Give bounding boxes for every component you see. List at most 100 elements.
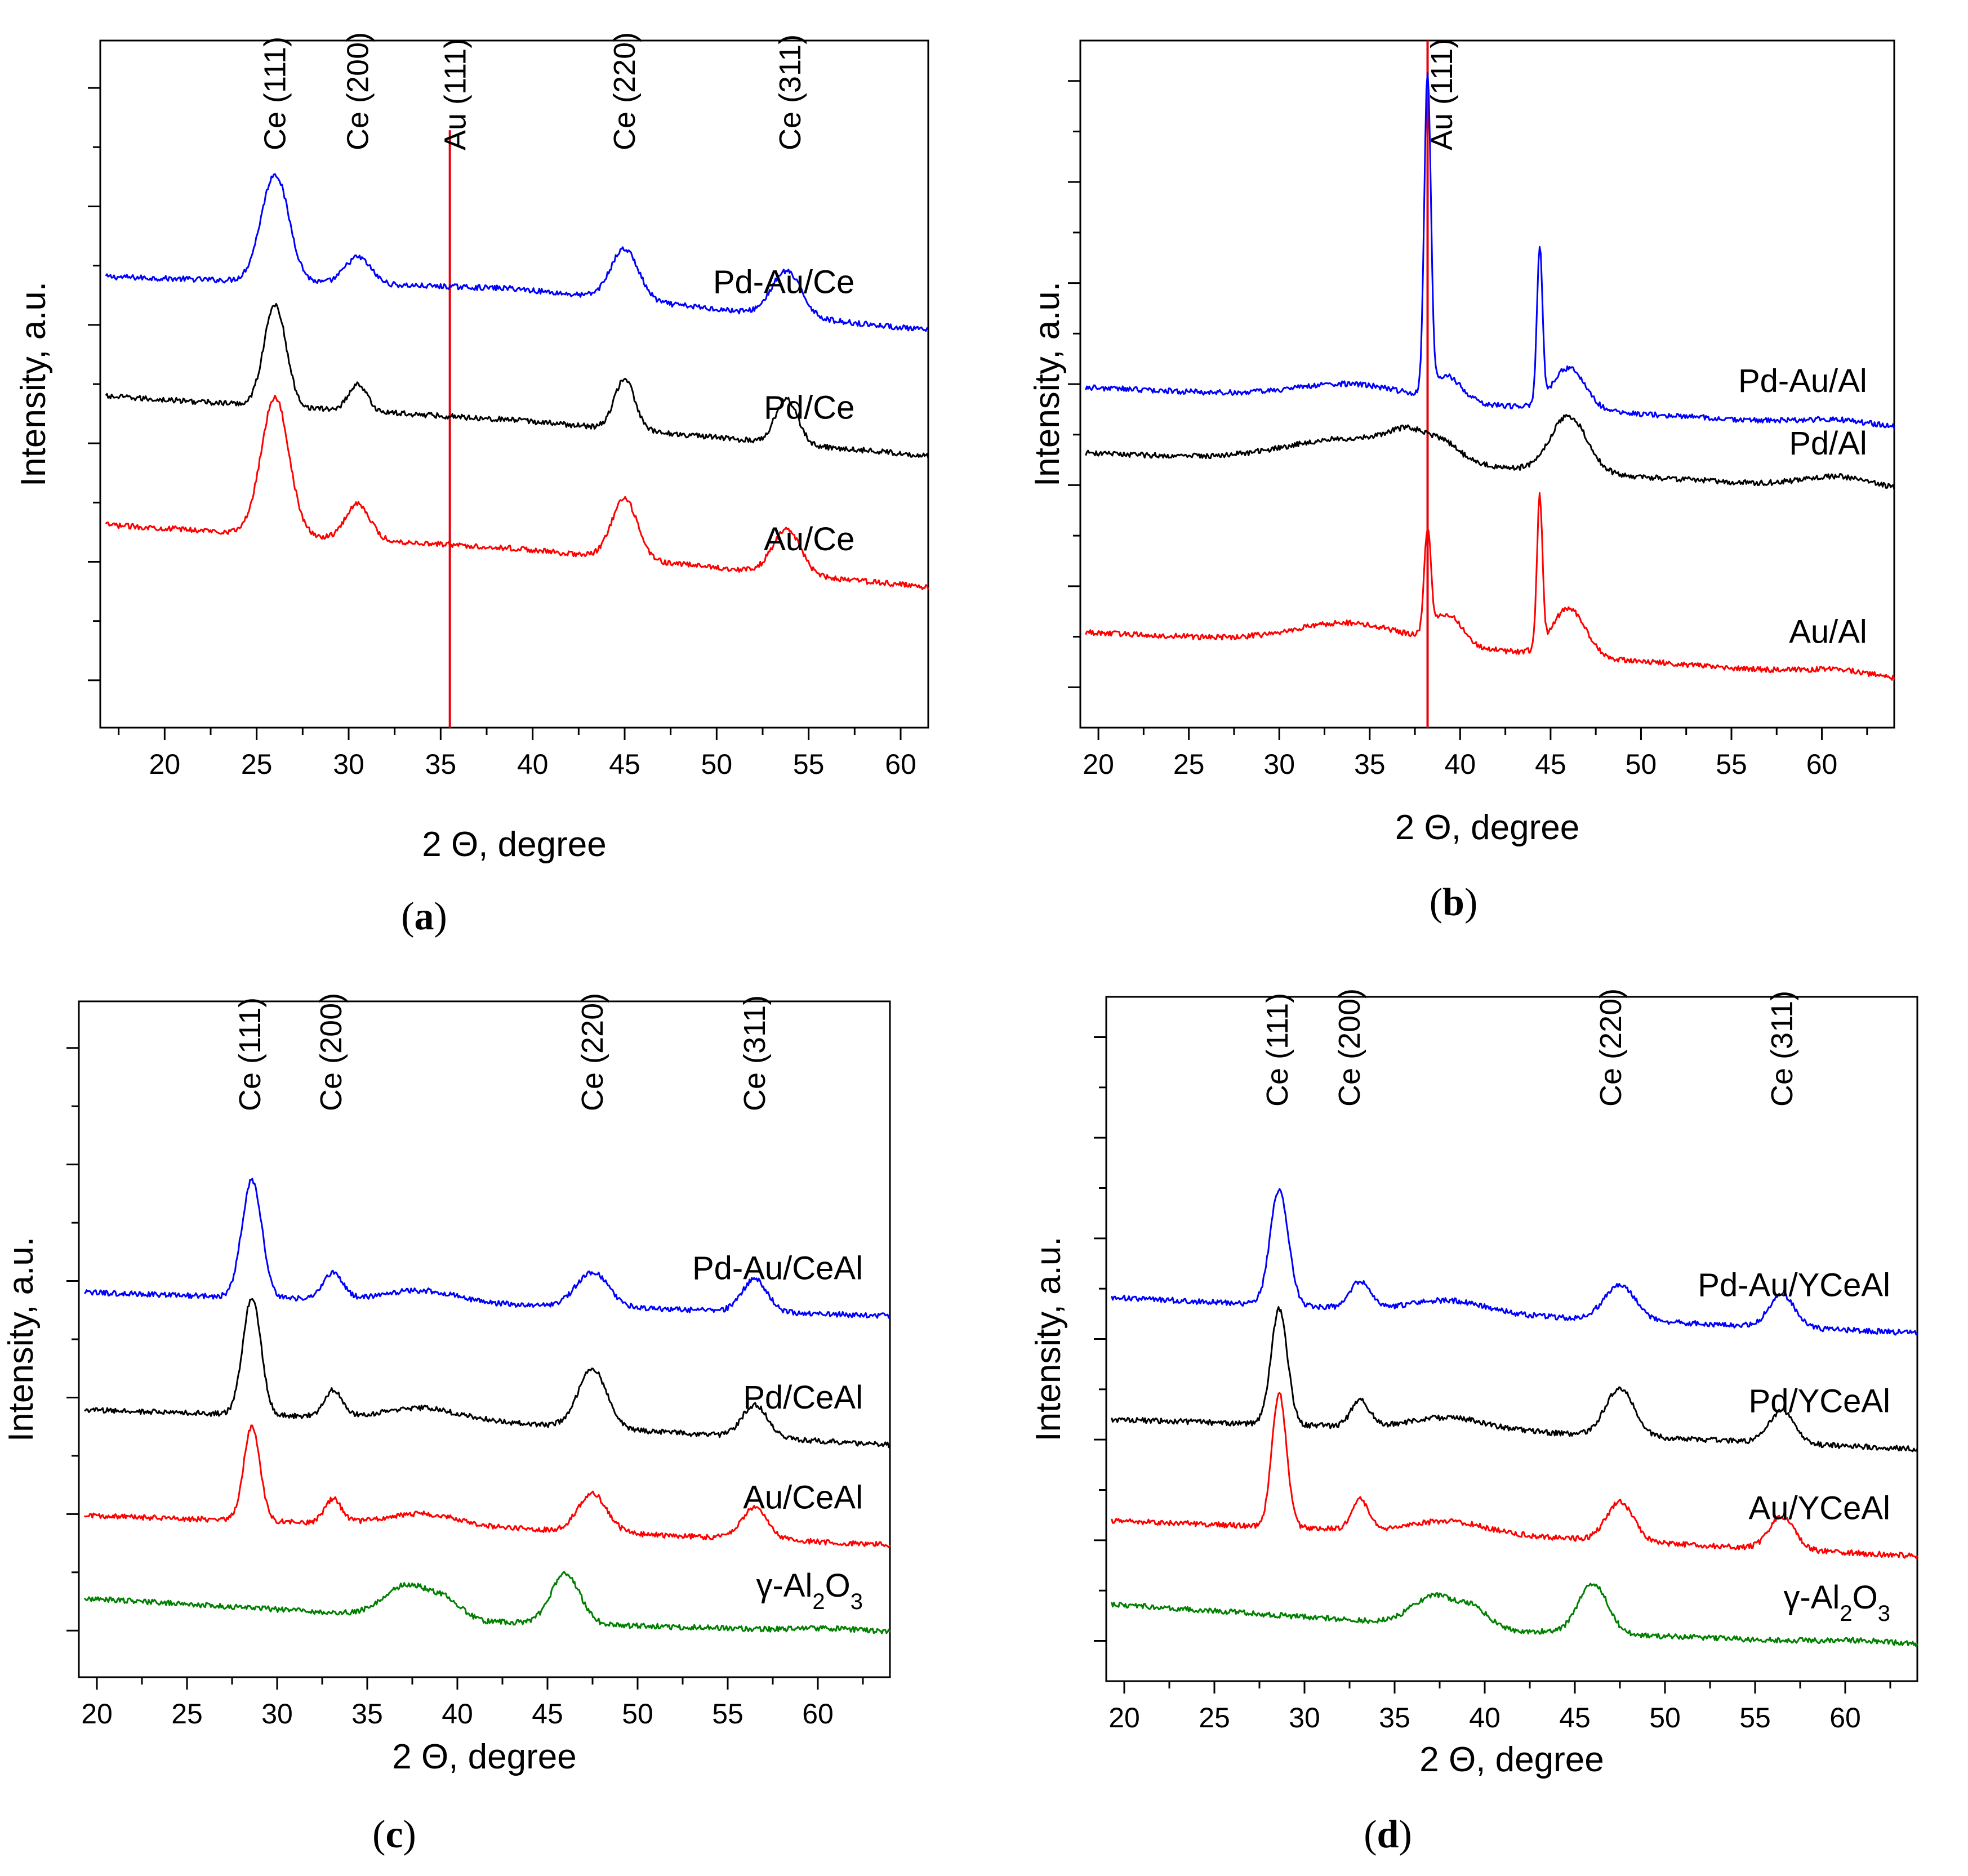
series-label: γ-Al2O3 (756, 1567, 863, 1614)
x-tick-label: 60 (1829, 1702, 1861, 1734)
series-line (1111, 1392, 1918, 1559)
x-tick-label: 20 (81, 1698, 113, 1730)
series-label: Au/YCeAl (1749, 1490, 1890, 1527)
x-tick-label: 60 (885, 748, 916, 780)
series-label: Pd/YCeAl (1749, 1383, 1890, 1419)
x-axis-label: 2 Θ, degree (392, 1737, 576, 1776)
x-axis: 20 25 30 35 40 45 50 55 60 (118, 728, 916, 780)
panel-caption: (d) (1364, 1813, 1412, 1856)
x-tick-label: 55 (712, 1698, 743, 1730)
x-tick-label: 50 (1626, 748, 1657, 780)
series-label: Pd/CeAl (743, 1379, 863, 1416)
series-line (84, 1298, 891, 1449)
y-axis-label: Intensity, a.u. (1029, 1236, 1068, 1441)
x-tick-label: 25 (1199, 1702, 1230, 1734)
x-tick-label: 45 (1535, 748, 1566, 780)
peak-label: Ce (200) (341, 32, 375, 150)
peak-label: Ce (220) (576, 993, 609, 1111)
series-line (84, 1178, 891, 1319)
series-label: Au/CeAl (743, 1480, 863, 1516)
x-tick-label: 60 (802, 1698, 834, 1730)
series-label: Pd/Ce (764, 390, 854, 426)
series-line (83, 1424, 891, 1549)
x-axis: 20 25 30 35 40 45 50 55 60 (1108, 1681, 1891, 1734)
series-label: Pd/Al (1789, 425, 1867, 462)
y-axis (66, 1047, 79, 1632)
x-tick-label: 20 (1108, 1702, 1140, 1734)
x-tick-label: 35 (1354, 748, 1386, 780)
peak-label: Ce (111) (258, 37, 292, 150)
x-tick-label: 30 (1263, 748, 1295, 780)
peak-label: Ce (111) (1261, 993, 1294, 1107)
x-tick-label: 45 (532, 1698, 563, 1730)
peak-label: Au (111) (438, 38, 472, 150)
x-tick-label: 55 (1716, 748, 1747, 780)
x-tick-label: 35 (425, 748, 457, 780)
peak-label: Ce (220) (1594, 988, 1628, 1107)
x-tick-label: 20 (149, 748, 181, 780)
x-tick-label: 30 (1289, 1702, 1320, 1734)
peak-label: Au (111) (1425, 38, 1459, 150)
peak-label: Ce (311) (1765, 991, 1799, 1107)
x-tick-label: 20 (1083, 748, 1114, 780)
panel-caption: (c) (372, 1813, 416, 1856)
series-line (1111, 1583, 1918, 1648)
x-tick-label: 25 (171, 1698, 203, 1730)
series-label: Pd-Au/CeAl (692, 1250, 863, 1287)
series-label: Pd-Au/Ce (713, 264, 854, 301)
series-line (1085, 492, 1895, 681)
x-tick-label: 45 (609, 748, 640, 780)
x-tick-label: 40 (442, 1698, 473, 1730)
series-line (1111, 1306, 1918, 1452)
x-tick-label: 60 (1806, 748, 1838, 780)
series-line (83, 1571, 891, 1634)
series-label: γ-Al2O3 (1783, 1579, 1890, 1626)
series-label: Pd-Au/YCeAl (1698, 1267, 1890, 1303)
y-axis-label: Intensity, a.u. (1028, 282, 1067, 487)
series-line (1085, 414, 1895, 490)
x-tick-label: 35 (1379, 1702, 1410, 1734)
chart-panel-c: 20 25 30 35 40 45 50 55 60 2 Θ, degree Intensity, … (2, 993, 891, 1856)
y-axis (1068, 80, 1080, 688)
x-tick-label: 30 (333, 748, 364, 780)
x-axis-label: 2 Θ, degree (1395, 808, 1579, 847)
x-tick-label: 30 (261, 1698, 293, 1730)
x-axis-label: 2 Θ, degree (422, 825, 606, 864)
peak-label: Ce (311) (738, 995, 772, 1111)
peak-label: Ce (200) (1333, 988, 1366, 1107)
series-line (105, 302, 929, 459)
series-line (1085, 72, 1895, 429)
series-line (105, 173, 929, 332)
x-tick-label: 55 (1739, 1702, 1771, 1734)
chart-panel-a: 20 25 30 35 40 45 50 55 60 2 Θ, degree Intensity, … (14, 32, 929, 938)
x-tick-label: 55 (793, 748, 825, 780)
x-tick-label: 50 (701, 748, 733, 780)
x-tick-label: 45 (1559, 1702, 1591, 1734)
y-axis-label: Intensity, a.u. (14, 282, 53, 487)
peak-label: Ce (311) (773, 34, 807, 150)
chart-panel-d: 20 25 30 35 40 45 50 55 60 2 Θ, degree Intensity, … (1029, 988, 1918, 1856)
x-tick-label: 25 (1173, 748, 1205, 780)
x-axis-label: 2 Θ, degree (1419, 1740, 1604, 1779)
series-label: Au/Al (1789, 613, 1867, 650)
x-tick-label: 35 (351, 1698, 383, 1730)
x-tick-label: 40 (1469, 1702, 1501, 1734)
series-label: Pd-Au/Al (1738, 363, 1867, 399)
y-axis (88, 87, 100, 681)
x-tick-label: 40 (1445, 748, 1476, 780)
peak-label: Ce (220) (608, 32, 642, 150)
y-axis-label: Intensity, a.u. (2, 1237, 41, 1442)
series-line (105, 394, 929, 590)
x-tick-label: 40 (517, 748, 549, 780)
panel-caption: (b) (1430, 881, 1478, 924)
x-tick-label: 50 (1649, 1702, 1681, 1734)
peak-label: Ce (200) (314, 993, 348, 1111)
x-tick-label: 50 (622, 1698, 653, 1730)
series-label: Au/Ce (764, 521, 854, 558)
panel-caption: (a) (401, 895, 447, 938)
x-axis: 20 25 30 35 40 45 50 55 60 (1083, 728, 1868, 780)
x-tick-label: 25 (241, 748, 273, 780)
series-line (1111, 1188, 1918, 1336)
peak-label: Ce (111) (233, 997, 267, 1111)
